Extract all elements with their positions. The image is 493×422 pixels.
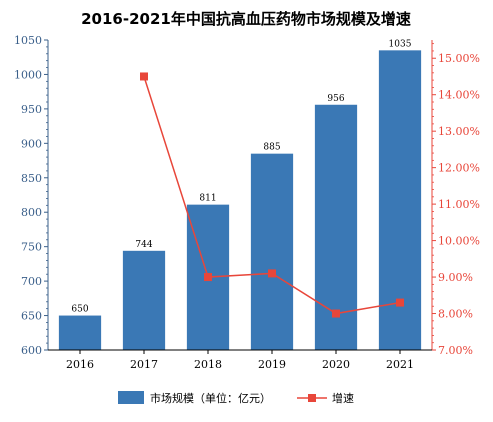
bar-2016 — [58, 315, 102, 350]
data-label-2016: 650 — [71, 305, 88, 315]
growth-point-2019 — [268, 269, 276, 278]
y-left-tick-label: 650 — [21, 310, 42, 323]
bar-2020 — [314, 104, 358, 350]
y-right-tick-label: 7.00% — [438, 344, 473, 357]
x-tick-label: 2020 — [322, 358, 350, 371]
data-label-2019: 885 — [263, 143, 280, 153]
y-right-tick-label: 9.00% — [438, 271, 473, 284]
y-left-tick-label: 750 — [21, 241, 42, 254]
x-tick-label: 2021 — [386, 358, 414, 371]
legend-line-label: 增速 — [332, 391, 354, 405]
data-label-2020: 956 — [327, 94, 344, 104]
y-left-tick-label: 1050 — [14, 34, 42, 47]
legend-line-marker — [308, 394, 316, 402]
x-tick-label: 2017 — [130, 358, 158, 371]
x-tick-label: 2018 — [194, 358, 222, 371]
x-tick-label: 2016 — [66, 358, 94, 371]
y-right-tick-label: 12.00% — [438, 162, 480, 175]
y-left-tick-label: 1000 — [14, 68, 42, 81]
y-right-tick-label: 13.00% — [438, 125, 480, 138]
growth-point-2020 — [332, 309, 340, 318]
growth-point-2017 — [140, 72, 148, 81]
legend-bar-label: 市场规模（单位：亿元） — [150, 391, 271, 405]
y-right-tick-label: 8.00% — [438, 308, 473, 321]
legend-bar-swatch — [118, 391, 144, 404]
bar-2019 — [250, 153, 294, 350]
chart-title: 2016-2021年中国抗高血压药物市场规模及增速 — [81, 10, 411, 28]
growth-point-2018 — [204, 273, 212, 282]
y-left-tick-label: 800 — [21, 206, 42, 219]
y-right-tick-label: 15.00% — [438, 52, 480, 65]
data-label-2018: 811 — [199, 194, 216, 204]
y-right-tick-label: 10.00% — [438, 235, 480, 248]
y-left-tick-label: 900 — [21, 137, 42, 150]
bar-2017 — [122, 250, 166, 350]
growth-point-2021 — [396, 298, 404, 307]
x-tick-label: 2019 — [258, 358, 286, 371]
data-label-2021: 1035 — [389, 39, 412, 49]
y-left-tick-label: 850 — [21, 172, 42, 185]
y-right-tick-label: 14.00% — [438, 89, 480, 102]
data-label-2017: 744 — [135, 240, 152, 250]
y-left-tick-label: 700 — [21, 275, 42, 288]
y-left-tick-label: 600 — [21, 344, 42, 357]
y-left-tick-label: 950 — [21, 103, 42, 116]
y-right-tick-label: 11.00% — [438, 198, 480, 211]
